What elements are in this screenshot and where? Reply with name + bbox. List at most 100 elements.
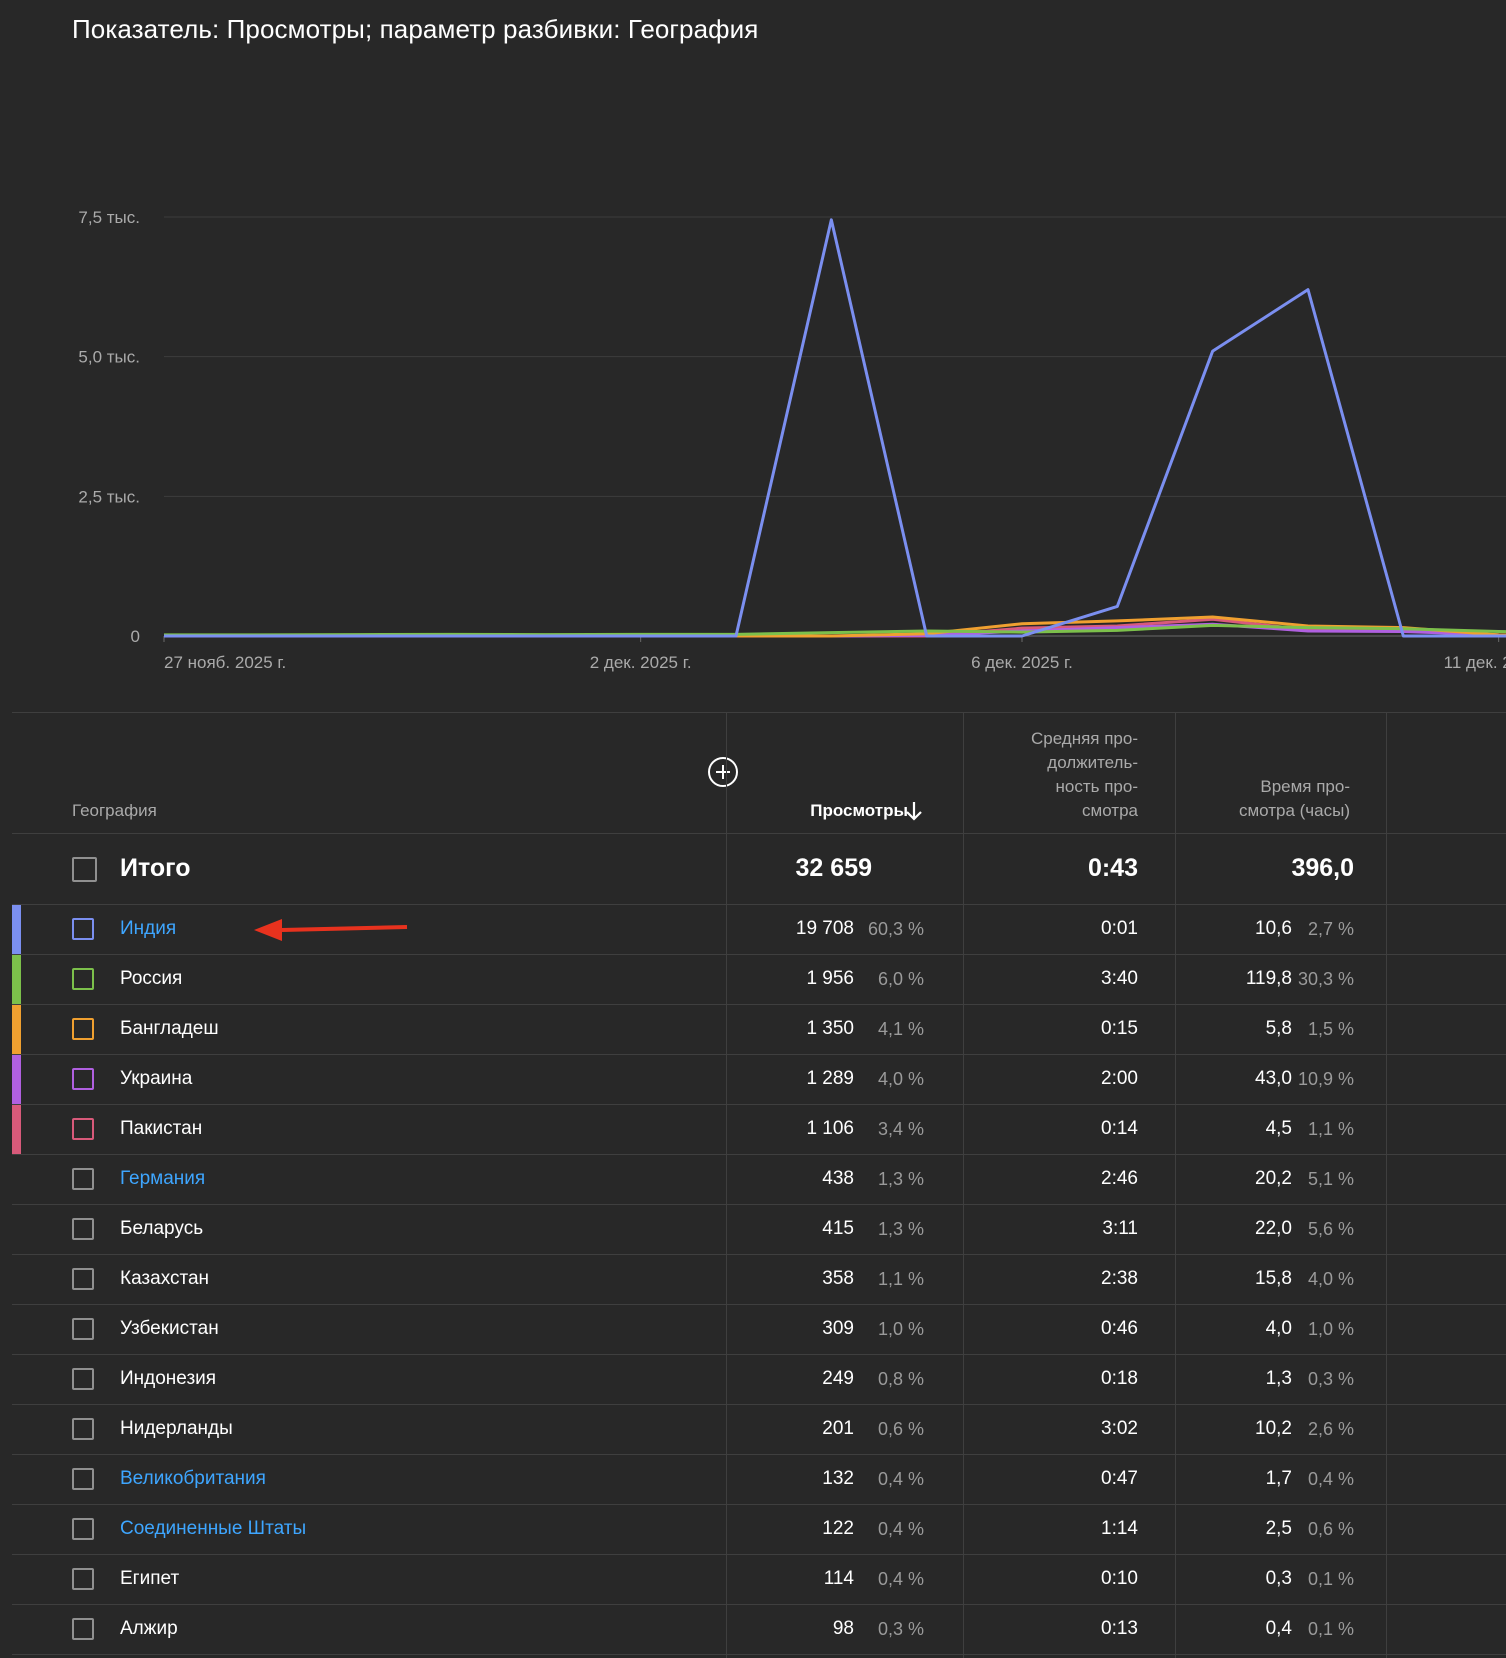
views-percent: 0,4 %	[877, 1519, 924, 1539]
table-row[interactable]: Великобритания 132 0,4 % 0:47 1,7 0,4 %	[12, 1455, 1506, 1505]
views-percent: 0,8 %	[877, 1369, 924, 1389]
watch-time-percent: 1,1 %	[1307, 1119, 1354, 1139]
watch-time-value: 22,0	[1255, 1218, 1292, 1239]
y-tick-label: 2,5 тыс.	[78, 487, 140, 506]
sort-down-arrow-icon[interactable]	[903, 799, 925, 823]
series-line-Индия[interactable]	[164, 218, 1506, 638]
row-checkbox[interactable]	[72, 1018, 94, 1040]
table-row[interactable]: Россия 1 956 6,0 % 3:40 119,8 30,3 %	[12, 955, 1506, 1005]
series-line-Россия[interactable]	[164, 623, 1506, 637]
views-percent: 0,4 %	[877, 1469, 924, 1489]
avg-duration-value: 0:10	[1101, 1568, 1138, 1589]
views-value: 1 106	[806, 1118, 854, 1139]
x-tick-label: 11 дек. 2025 г.	[1444, 653, 1506, 672]
watch-time-value: 10,6	[1255, 918, 1292, 939]
add-metric-button[interactable]	[708, 757, 738, 787]
views-column-header[interactable]: Просмотры	[810, 801, 908, 820]
row-checkbox[interactable]	[72, 1618, 94, 1640]
views-value: 98	[832, 1618, 854, 1639]
column-divider	[1175, 712, 1176, 1658]
views-percent: 3,4 %	[877, 1119, 924, 1139]
avg-duration-value: 2:46	[1101, 1168, 1138, 1189]
avg-header-line: должитель-	[1047, 753, 1138, 772]
views-value: 114	[823, 1568, 854, 1589]
views-value: 415	[822, 1218, 854, 1239]
row-checkbox[interactable]	[72, 1218, 94, 1240]
views-percent: 1,3 %	[877, 1219, 924, 1239]
views-percent: 1,1 %	[877, 1269, 924, 1289]
time-header-line: Время про-	[1260, 777, 1350, 796]
watch-time-value: 119,8	[1245, 968, 1292, 989]
watch-time-value: 4,0	[1265, 1318, 1292, 1339]
row-checkbox[interactable]	[72, 918, 94, 940]
watch-time-percent: 10,9 %	[1297, 1069, 1354, 1089]
page-title: Показатель: Просмотры; параметр разбивки…	[72, 14, 759, 44]
row-checkbox[interactable]	[72, 1268, 94, 1290]
y-tick-label: 5,0 тыс.	[78, 348, 140, 367]
table-row[interactable]: Украина 1 289 4,0 % 2:00 43,0 10,9 %	[12, 1055, 1506, 1105]
views-value: 358	[822, 1268, 854, 1289]
table-row[interactable]: Египет 114 0,4 % 0:10 0,3 0,1 %	[12, 1555, 1506, 1605]
table-row[interactable]: Бангладеш 1 350 4,1 % 0:15 5,8 1,5 %	[12, 1005, 1506, 1055]
table-row[interactable]: Беларусь 415 1,3 % 3:11 22,0 5,6 %	[12, 1205, 1506, 1255]
watch-time-value: 1,7	[1265, 1468, 1292, 1489]
views-value: 1 350	[806, 1018, 854, 1039]
row-checkbox[interactable]	[72, 1168, 94, 1190]
country-name: Россия	[120, 968, 183, 989]
watch-time-percent: 1,5 %	[1307, 1019, 1354, 1039]
views-value: 309	[822, 1318, 854, 1339]
y-tick-label: 7,5 тыс.	[78, 208, 140, 227]
avg-duration-value: 0:14	[1101, 1118, 1138, 1139]
country-name: Пакистан	[120, 1118, 203, 1139]
series-color-bar	[12, 1005, 21, 1054]
geo-column-header[interactable]: География	[72, 801, 157, 820]
table-row[interactable]: Казахстан 358 1,1 % 2:38 15,8 4,0 %	[12, 1255, 1506, 1305]
row-checkbox[interactable]	[72, 1518, 94, 1540]
x-tick-label: 2 дек. 2025 г.	[590, 653, 692, 672]
country-name[interactable]: Великобритания	[120, 1468, 266, 1489]
watch-time-percent: 0,1 %	[1307, 1619, 1354, 1639]
total-views: 32 659	[795, 854, 872, 882]
watch-time-percent: 5,6 %	[1307, 1219, 1354, 1239]
table-row[interactable]: Алжир 98 0,3 % 0:13 0,4 0,1 %	[12, 1605, 1506, 1655]
total-checkbox[interactable]	[72, 857, 97, 882]
country-name[interactable]: Соединенные Штаты	[120, 1518, 307, 1539]
table-row[interactable]: Индия 19 708 60,3 % 0:01 10,6 2,7 %	[12, 905, 1506, 955]
row-checkbox[interactable]	[72, 1368, 94, 1390]
column-divider	[963, 712, 964, 1658]
series-color-bar	[12, 1105, 21, 1154]
column-divider	[726, 712, 727, 1658]
views-percent: 0,4 %	[877, 1569, 924, 1589]
row-checkbox[interactable]	[72, 1418, 94, 1440]
row-checkbox[interactable]	[72, 1118, 94, 1140]
watch-time-percent: 30,3 %	[1297, 969, 1354, 989]
watch-time-percent: 5,1 %	[1307, 1169, 1354, 1189]
country-name[interactable]: Индия	[120, 918, 177, 939]
watch-time-value: 5,8	[1265, 1018, 1292, 1039]
row-checkbox[interactable]	[72, 1068, 94, 1090]
chart-svg: 0 2,5 тыс. 5,0 тыс. 7,5 тыс. 27 нояб. 2025 г…	[78, 208, 1506, 672]
row-checkbox[interactable]	[72, 968, 94, 990]
x-tick-label: 27 нояб. 2025 г.	[164, 653, 286, 672]
table-row[interactable]: Соединенные Штаты 122 0,4 % 1:14 2,5 0,6 %	[12, 1505, 1506, 1555]
table-row[interactable]: Германия 438 1,3 % 2:46 20,2 5,1 %	[12, 1155, 1506, 1205]
table-row[interactable]: Индонезия 249 0,8 % 0:18 1,3 0,3 %	[12, 1355, 1506, 1405]
table-row[interactable]: Нидерланды 201 0,6 % 3:02 10,2 2,6 %	[12, 1405, 1506, 1455]
column-divider	[1386, 712, 1387, 1658]
country-name[interactable]: Германия	[120, 1168, 206, 1189]
total-avg-duration: 0:43	[1087, 854, 1138, 882]
avg-duration-column-header[interactable]: Средняя про- должитель- ность про- смотр…	[998, 727, 1138, 823]
views-value: 249	[822, 1368, 854, 1389]
views-percent: 1,3 %	[877, 1169, 924, 1189]
avg-duration-value: 0:15	[1101, 1018, 1138, 1039]
x-tick-label: 6 дек. 2025 г.	[971, 653, 1073, 672]
table-row[interactable]: Пакистан 1 106 3,4 % 0:14 4,5 1,1 %	[12, 1105, 1506, 1155]
watch-time-percent: 2,6 %	[1307, 1419, 1354, 1439]
table-row[interactable]: Узбекистан 309 1,0 % 0:46 4,0 1,0 %	[12, 1305, 1506, 1355]
country-name: Египет	[120, 1568, 180, 1589]
avg-duration-value: 0:13	[1101, 1618, 1138, 1639]
row-checkbox[interactable]	[72, 1318, 94, 1340]
row-checkbox[interactable]	[72, 1568, 94, 1590]
row-checkbox[interactable]	[72, 1468, 94, 1490]
watch-time-column-header[interactable]: Время про- смотра (часы)	[1210, 775, 1350, 823]
